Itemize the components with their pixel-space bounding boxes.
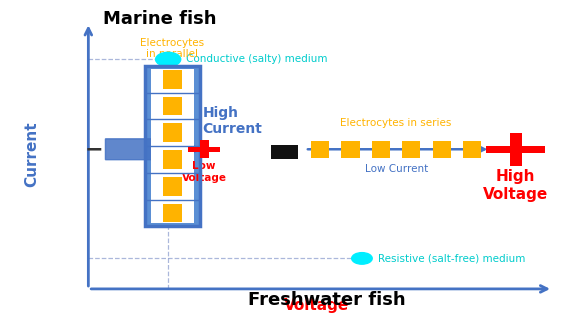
FancyBboxPatch shape <box>163 70 182 89</box>
Text: Low
Voltage: Low Voltage <box>182 161 226 183</box>
FancyBboxPatch shape <box>163 150 182 169</box>
FancyBboxPatch shape <box>163 204 182 222</box>
FancyBboxPatch shape <box>402 141 421 158</box>
Text: −: − <box>85 139 103 159</box>
FancyBboxPatch shape <box>163 177 182 195</box>
FancyBboxPatch shape <box>311 141 329 158</box>
FancyArrow shape <box>105 137 200 161</box>
Circle shape <box>156 52 181 66</box>
Text: Electrocytes
in parallel: Electrocytes in parallel <box>140 38 205 59</box>
Text: Low Current: Low Current <box>365 164 428 174</box>
Text: Voltage: Voltage <box>284 298 349 313</box>
Text: High
Current: High Current <box>202 106 262 136</box>
Text: Marine fish: Marine fish <box>103 10 216 28</box>
FancyBboxPatch shape <box>372 141 390 158</box>
FancyBboxPatch shape <box>463 141 481 158</box>
FancyBboxPatch shape <box>200 140 209 158</box>
FancyBboxPatch shape <box>145 66 199 226</box>
Text: Electrocytes in series: Electrocytes in series <box>340 118 452 128</box>
FancyBboxPatch shape <box>163 123 182 142</box>
FancyBboxPatch shape <box>433 141 451 158</box>
Text: Current: Current <box>24 121 39 187</box>
Text: High
Voltage: High Voltage <box>483 169 548 202</box>
Text: Freshwater fish: Freshwater fish <box>248 291 406 308</box>
Text: Conductive (salty) medium: Conductive (salty) medium <box>186 54 328 65</box>
FancyBboxPatch shape <box>486 146 545 153</box>
FancyBboxPatch shape <box>163 97 182 115</box>
FancyBboxPatch shape <box>510 133 522 166</box>
Text: Resistive (salt-free) medium: Resistive (salt-free) medium <box>378 253 526 264</box>
FancyBboxPatch shape <box>341 141 360 158</box>
FancyBboxPatch shape <box>271 145 298 159</box>
FancyBboxPatch shape <box>188 147 220 152</box>
FancyBboxPatch shape <box>151 69 194 223</box>
Circle shape <box>352 253 372 264</box>
